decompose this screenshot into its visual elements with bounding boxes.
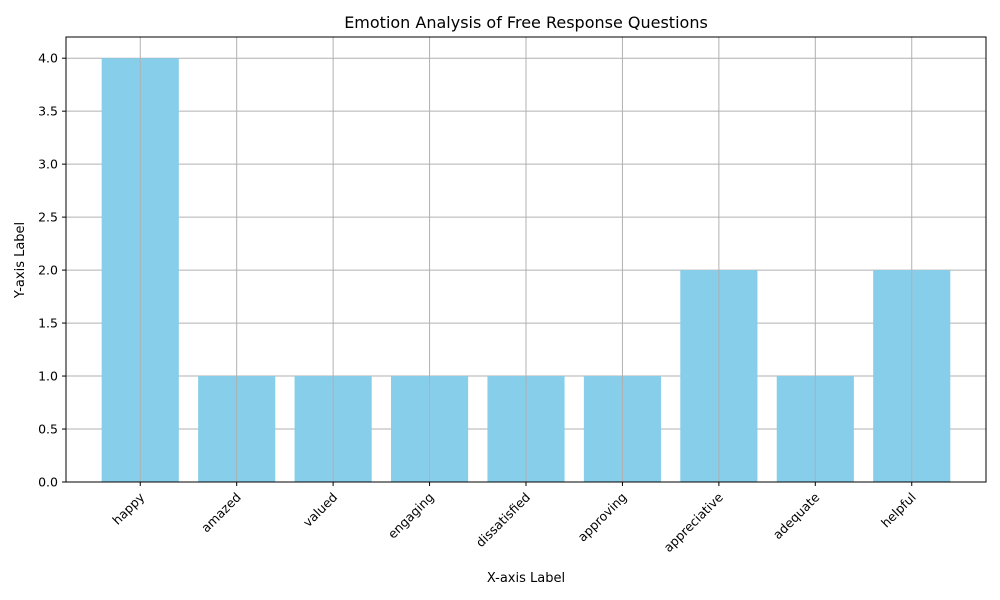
y-tick-label: 1.5 bbox=[38, 316, 58, 331]
chart-title: Emotion Analysis of Free Response Questi… bbox=[344, 13, 708, 32]
y-tick-label: 3.0 bbox=[38, 157, 58, 172]
y-tick-label: 1.0 bbox=[38, 369, 58, 384]
y-tick-label: 2.0 bbox=[38, 263, 58, 278]
y-tick-label: 4.0 bbox=[38, 51, 58, 66]
y-tick-label: 3.5 bbox=[38, 104, 58, 119]
y-tick-label: 0.0 bbox=[38, 475, 58, 490]
x-axis-label: X-axis Label bbox=[487, 571, 565, 586]
y-tick-label: 2.5 bbox=[38, 210, 58, 225]
y-tick-label: 0.5 bbox=[38, 422, 58, 437]
y-axis-ticks: 0.0 0.5 1.0 1.5 2.0 2.5 3.0 3.5 4.0 bbox=[38, 51, 66, 490]
y-axis-label: Y-axis Label bbox=[13, 222, 28, 299]
vertical-grid bbox=[139, 37, 913, 482]
